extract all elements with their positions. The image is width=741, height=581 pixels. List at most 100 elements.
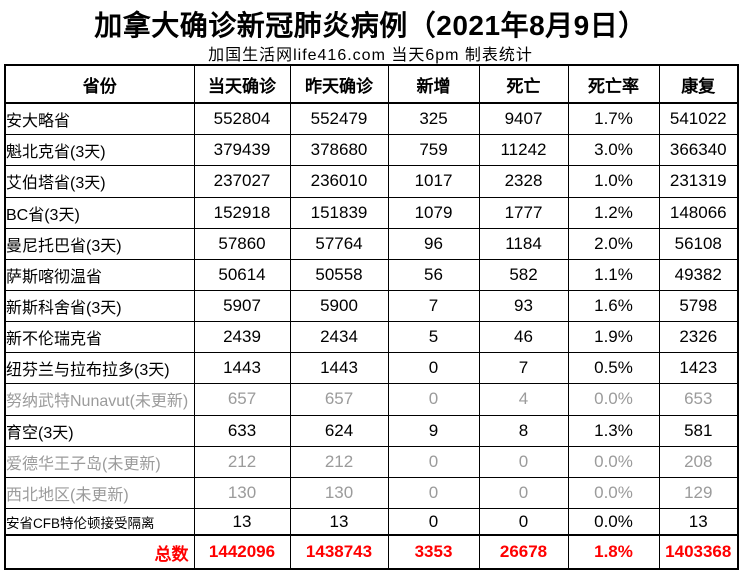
value-cell: 3353	[387, 534, 480, 570]
value-cell: 2328	[478, 165, 569, 198]
value-cell: 0	[387, 476, 480, 509]
table-row: 曼尼托巴省(3天) 57860 57764 96 1184 2.0% 56108	[4, 227, 739, 260]
province-cell: BC省(3天)	[4, 196, 195, 229]
province-cell: 艾伯塔省(3天)	[4, 165, 195, 198]
value-cell: 325	[387, 102, 480, 136]
table-row: 育空(3天) 633 624 9 8 1.3% 581	[4, 414, 739, 447]
table-row: 魁北克省(3天) 379439 378680 759 11242 3.0% 366340	[4, 134, 739, 167]
value-cell: 130	[193, 476, 291, 509]
value-cell: 4	[478, 383, 569, 416]
province-cell: 育空(3天)	[4, 414, 195, 447]
column-header: 死亡率	[567, 64, 660, 104]
value-cell: 9407	[478, 102, 569, 136]
value-cell: 1423	[658, 352, 739, 385]
value-cell: 1442096	[193, 534, 291, 570]
value-cell: 0.0%	[567, 383, 660, 416]
value-cell: 148066	[658, 196, 739, 229]
value-cell: 13	[289, 507, 389, 536]
province-cell: 新斯科舍省(3天)	[4, 289, 195, 323]
table-row: BC省(3天) 152918 151839 1079 1777 1.2% 148066	[4, 196, 739, 229]
column-header: 康复	[658, 64, 739, 104]
province-cell: 总数	[4, 534, 195, 570]
value-cell: 208	[658, 445, 739, 478]
column-header: 省份	[4, 64, 195, 104]
province-cell: 西北地区(未更新)	[4, 476, 195, 509]
value-cell: 237027	[193, 165, 291, 198]
province-cell: 安省CFB特伦顿接受隔离	[4, 507, 195, 536]
value-cell: 657	[193, 383, 291, 416]
value-cell: 13	[193, 507, 291, 536]
table-row: 安大略省 552804 552479 325 9407 1.7% 541022	[4, 102, 739, 136]
value-cell: 1184	[478, 227, 569, 260]
value-cell: 212	[289, 445, 389, 478]
value-cell: 759	[387, 134, 480, 167]
value-cell: 5907	[193, 289, 291, 323]
column-header: 新增	[387, 64, 480, 104]
column-header: 死亡	[478, 64, 569, 104]
value-cell: 3.0%	[567, 134, 660, 167]
value-cell: 5798	[658, 289, 739, 323]
value-cell: 552479	[289, 102, 389, 136]
value-cell: 0	[478, 476, 569, 509]
value-cell: 0	[387, 445, 480, 478]
province-cell: 纽芬兰与拉布拉多(3天)	[4, 352, 195, 385]
value-cell: 1443	[289, 352, 389, 385]
value-cell: 1.0%	[567, 165, 660, 198]
value-cell: 653	[658, 383, 739, 416]
value-cell: 378680	[289, 134, 389, 167]
value-cell: 5	[387, 321, 480, 354]
table-row: 安省CFB特伦顿接受隔离 13 13 0 0 0.0% 13	[4, 507, 739, 536]
value-cell: 46	[478, 321, 569, 354]
value-cell: 1017	[387, 165, 480, 198]
value-cell: 582	[478, 258, 569, 291]
total-row: 总数 1442096 1438743 3353 26678 1.8% 1403368	[4, 534, 739, 570]
province-cell: 魁北克省(3天)	[4, 134, 195, 167]
province-cell: 曼尼托巴省(3天)	[4, 227, 195, 260]
value-cell: 1.1%	[567, 258, 660, 291]
value-cell: 11242	[478, 134, 569, 167]
table-row: 萨斯喀彻温省 50614 50558 56 582 1.1% 49382	[4, 258, 739, 291]
table-row: 艾伯塔省(3天) 237027 236010 1017 2328 1.0% 231319	[4, 165, 739, 198]
value-cell: 0	[387, 507, 480, 536]
column-header: 当天确诊	[193, 64, 291, 104]
value-cell: 0	[387, 383, 480, 416]
page-subtitle: 加国生活网life416.com 当天6pm 制表统计	[208, 47, 533, 64]
value-cell: 151839	[289, 196, 389, 229]
value-cell: 2434	[289, 321, 389, 354]
table-row: 新斯科舍省(3天) 5907 5900 7 93 1.6% 5798	[4, 289, 739, 323]
value-cell: 1.6%	[567, 289, 660, 323]
value-cell: 581	[658, 414, 739, 447]
value-cell: 541022	[658, 102, 739, 136]
table-header: 省份 当天确诊 昨天确诊 新增 死亡 死亡率 康复	[4, 64, 739, 104]
value-cell: 366340	[658, 134, 739, 167]
value-cell: 1.7%	[567, 102, 660, 136]
value-cell: 13	[658, 507, 739, 536]
page-title: 加拿大确诊新冠肺炎病例（2021年8月9日）	[94, 10, 647, 41]
value-cell: 1403368	[658, 534, 739, 570]
value-cell: 1.3%	[567, 414, 660, 447]
value-cell: 0.5%	[567, 352, 660, 385]
value-cell: 552804	[193, 102, 291, 136]
value-cell: 8	[478, 414, 569, 447]
value-cell: 0	[387, 352, 480, 385]
value-cell: 633	[193, 414, 291, 447]
header-row: 省份 当天确诊 昨天确诊 新增 死亡 死亡率 康复	[4, 64, 739, 104]
value-cell: 50614	[193, 258, 291, 291]
value-cell: 2439	[193, 321, 291, 354]
value-cell: 96	[387, 227, 480, 260]
value-cell: 26678	[478, 534, 569, 570]
table-row: 西北地区(未更新) 130 130 0 0 0.0% 129	[4, 476, 739, 509]
value-cell: 1438743	[289, 534, 389, 570]
value-cell: 56	[387, 258, 480, 291]
value-cell: 1.2%	[567, 196, 660, 229]
value-cell: 0.0%	[567, 445, 660, 478]
value-cell: 657	[289, 383, 389, 416]
value-cell: 236010	[289, 165, 389, 198]
table-body: 安大略省 552804 552479 325 9407 1.7% 541022 魁北克省(3天…	[4, 102, 739, 570]
value-cell: 5900	[289, 289, 389, 323]
value-cell: 9	[387, 414, 480, 447]
value-cell: 7	[478, 352, 569, 385]
value-cell: 7	[387, 289, 480, 323]
table-row: 纽芬兰与拉布拉多(3天) 1443 1443 0 7 0.5% 1423	[4, 352, 739, 385]
province-cell: 爱德华王子岛(未更新)	[4, 445, 195, 478]
